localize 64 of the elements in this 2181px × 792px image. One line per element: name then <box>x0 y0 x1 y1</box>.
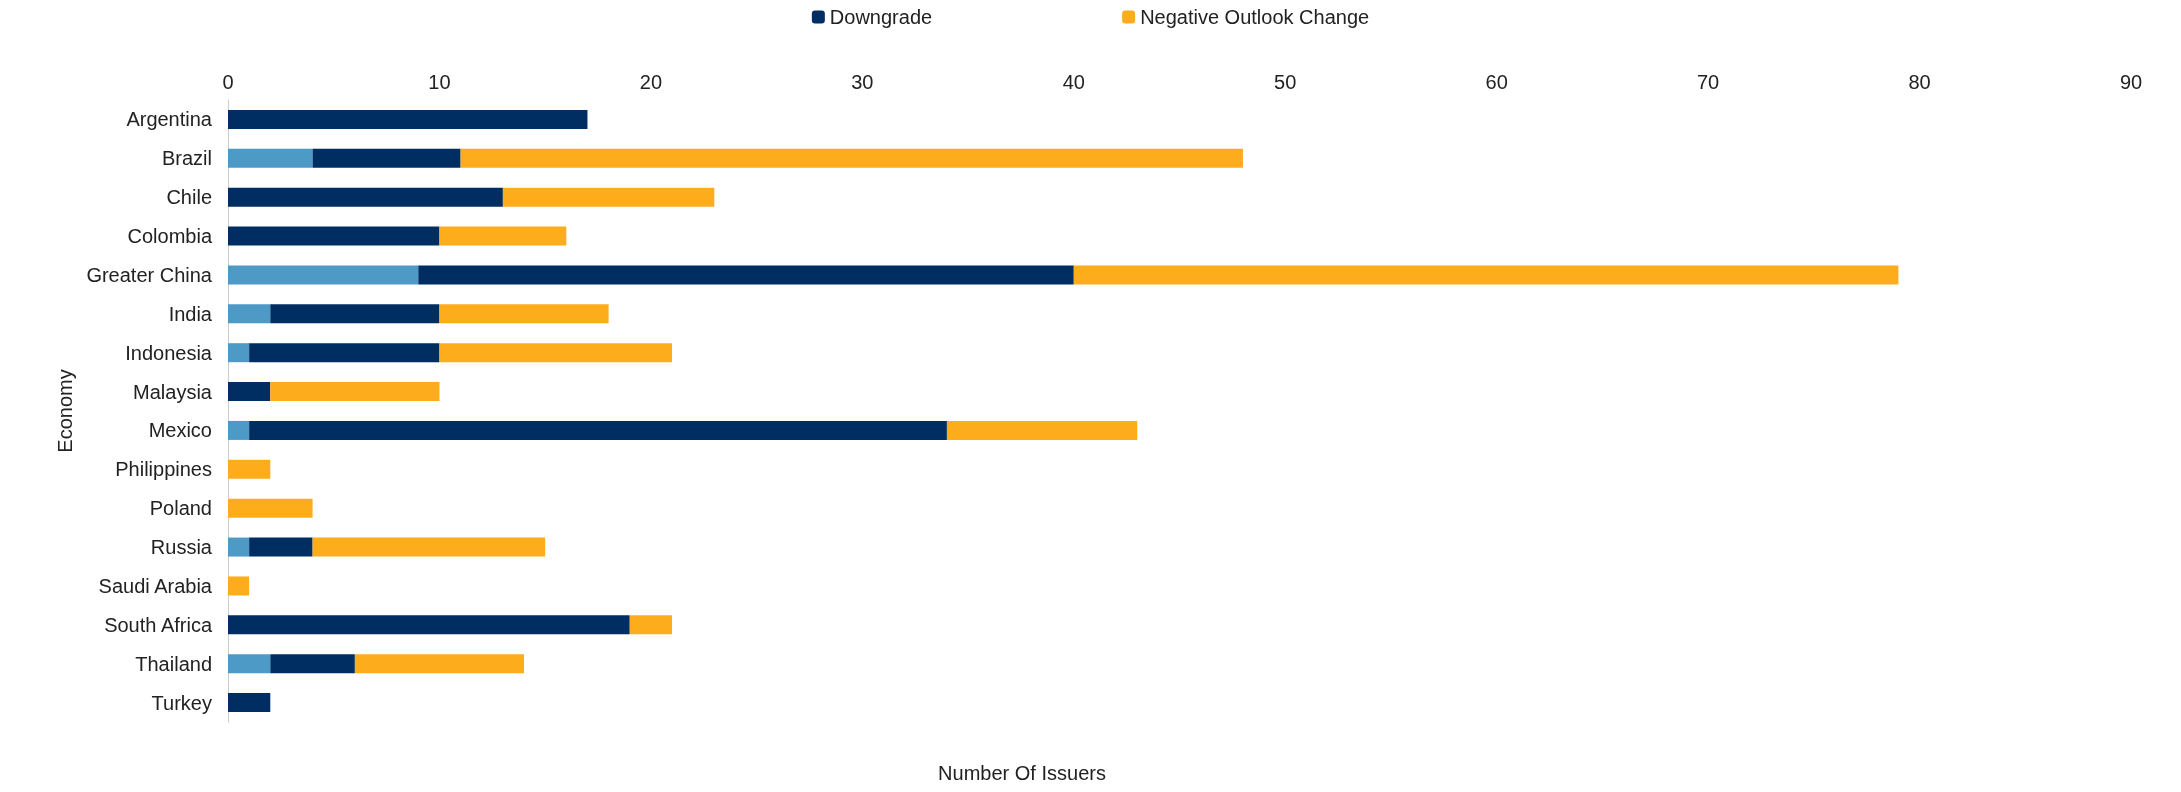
bar <box>270 382 440 402</box>
x-tick-label: 40 <box>1062 71 1085 93</box>
bar <box>228 148 313 168</box>
y-axis-title: Economy <box>54 369 77 453</box>
bar <box>354 654 525 674</box>
bar <box>228 187 503 207</box>
bar <box>228 109 588 129</box>
bar <box>502 187 715 207</box>
y-tick-label: India <box>168 302 213 325</box>
bar <box>249 343 440 363</box>
bar <box>228 226 440 246</box>
bar <box>439 304 609 324</box>
y-tick-label: Colombia <box>127 225 213 248</box>
x-tick-label: 10 <box>428 71 451 93</box>
y-tick-label: Chile <box>166 186 212 209</box>
x-tick-label: 90 <box>2119 71 2143 93</box>
x-tick-label: 70 <box>1696 71 1720 93</box>
x-tick-label: 80 <box>1908 71 1931 93</box>
y-tick-label: Philippines <box>115 458 212 481</box>
x-tick-label: 0 <box>222 71 234 93</box>
x-tick-label: 30 <box>851 71 874 93</box>
bar <box>439 343 673 363</box>
bar <box>228 304 271 324</box>
y-tick-label: Mexico <box>148 419 212 442</box>
bar <box>228 537 250 557</box>
bar <box>228 576 250 596</box>
y-tick-label: Argentina <box>126 108 213 131</box>
y-tick-label: Turkey <box>151 691 212 714</box>
bar <box>1073 265 1899 285</box>
bar <box>270 304 440 324</box>
bar <box>228 420 250 440</box>
bar <box>228 459 271 479</box>
bar <box>228 615 630 635</box>
x-tick-label: 50 <box>1274 71 1297 93</box>
bar <box>946 420 1138 440</box>
bar <box>249 537 313 557</box>
bar <box>270 654 355 674</box>
bar <box>312 148 461 168</box>
x-axis-title: Number Of Issuers <box>938 762 1106 784</box>
y-tick-label: Russia <box>150 536 213 559</box>
bar <box>228 343 250 363</box>
bar <box>439 226 567 246</box>
y-tick-label: South Africa <box>104 613 213 636</box>
y-tick-label: Saudi Arabia <box>98 574 213 597</box>
y-tick-label: Indonesia <box>125 341 213 364</box>
bar <box>228 498 313 518</box>
y-tick-label: Malaysia <box>133 380 213 403</box>
bar <box>460 148 1243 168</box>
bar <box>228 265 419 285</box>
bar <box>629 615 673 635</box>
x-tick-label: 20 <box>639 71 663 93</box>
y-tick-label: Greater China <box>86 263 213 286</box>
bar <box>418 265 1074 285</box>
y-tick-label: Poland <box>149 497 212 520</box>
y-tick-label: Brazil <box>161 147 212 170</box>
bar <box>228 654 271 674</box>
legend-label: Downgrade <box>829 6 933 28</box>
legend-label: Negative Outlook Change <box>1140 6 1370 28</box>
bar <box>228 382 271 402</box>
x-tick-label: 60 <box>1485 71 1508 93</box>
bar <box>228 693 271 713</box>
y-tick-label: Thailand <box>135 652 212 675</box>
bar <box>249 420 947 440</box>
bar <box>312 537 546 557</box>
